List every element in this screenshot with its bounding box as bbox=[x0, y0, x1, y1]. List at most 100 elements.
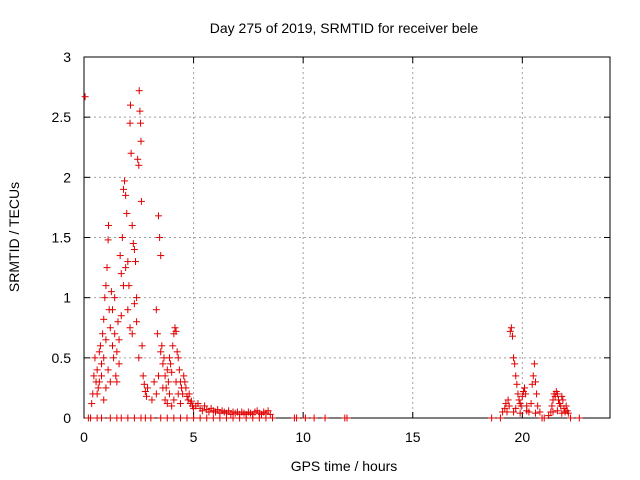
data-point bbox=[128, 330, 136, 338]
data-point bbox=[108, 306, 116, 314]
data-point bbox=[104, 366, 112, 374]
data-point bbox=[343, 414, 351, 422]
data-point bbox=[548, 402, 556, 410]
data-point bbox=[98, 360, 106, 368]
data-point bbox=[209, 414, 217, 422]
data-point bbox=[507, 324, 515, 332]
data-point bbox=[128, 221, 136, 229]
data-point bbox=[529, 372, 537, 380]
data-point bbox=[124, 258, 132, 266]
data-point bbox=[148, 396, 156, 404]
data-point bbox=[159, 384, 167, 392]
data-point bbox=[124, 306, 132, 314]
data-point bbox=[135, 87, 143, 95]
data-point bbox=[159, 360, 167, 368]
data-point bbox=[118, 234, 126, 241]
data-point bbox=[87, 414, 95, 422]
data-point bbox=[130, 246, 138, 254]
data-point bbox=[512, 372, 520, 380]
data-point bbox=[201, 402, 209, 410]
data-point bbox=[513, 380, 521, 388]
data-point bbox=[185, 390, 193, 398]
data-point bbox=[126, 101, 134, 109]
data-point bbox=[171, 324, 179, 332]
data-point bbox=[155, 212, 163, 220]
data-point bbox=[94, 384, 102, 392]
y-tick-label: 1 bbox=[63, 290, 71, 306]
data-point bbox=[174, 390, 182, 398]
data-point bbox=[488, 414, 496, 422]
data-point bbox=[103, 264, 111, 272]
data-point bbox=[527, 400, 535, 408]
data-point bbox=[236, 414, 244, 422]
x-tick-label: 0 bbox=[80, 429, 88, 445]
data-point bbox=[116, 252, 124, 260]
data-point bbox=[102, 282, 110, 290]
data-point bbox=[496, 414, 504, 422]
data-point bbox=[198, 407, 206, 415]
data-point bbox=[540, 414, 548, 422]
data-point bbox=[170, 396, 178, 404]
data-point bbox=[122, 191, 130, 199]
data-point bbox=[138, 342, 146, 350]
data-point bbox=[98, 414, 106, 422]
data-point bbox=[229, 414, 237, 422]
data-point bbox=[214, 406, 222, 414]
data-points bbox=[81, 87, 583, 422]
data-point bbox=[321, 414, 329, 422]
data-point bbox=[553, 407, 561, 415]
data-point bbox=[152, 390, 160, 398]
data-point bbox=[559, 396, 567, 404]
data-point bbox=[124, 414, 132, 422]
data-point bbox=[508, 332, 516, 340]
data-point bbox=[174, 354, 182, 362]
data-point bbox=[510, 408, 518, 416]
x-tick-label: 5 bbox=[190, 429, 198, 445]
data-point bbox=[504, 396, 512, 404]
data-point bbox=[564, 409, 572, 417]
data-point bbox=[172, 378, 180, 386]
x-tick-label: 15 bbox=[405, 429, 421, 445]
data-point bbox=[558, 392, 566, 400]
data-point bbox=[126, 119, 134, 127]
data-point bbox=[168, 368, 176, 376]
y-tick-label: 2 bbox=[63, 169, 71, 185]
data-point bbox=[187, 397, 195, 405]
data-point bbox=[88, 400, 96, 408]
data-point bbox=[100, 354, 108, 362]
data-point bbox=[522, 390, 530, 398]
y-tick-label: 3 bbox=[63, 49, 71, 65]
data-point bbox=[205, 408, 213, 416]
data-point bbox=[567, 414, 575, 422]
data-point bbox=[140, 380, 148, 388]
data-point bbox=[310, 414, 318, 422]
data-point bbox=[169, 342, 177, 350]
data-point bbox=[534, 402, 542, 410]
data-point bbox=[130, 414, 138, 422]
data-point bbox=[141, 414, 149, 422]
data-point bbox=[549, 408, 557, 416]
data-point bbox=[536, 408, 544, 416]
data-point bbox=[129, 240, 137, 248]
data-point bbox=[194, 400, 202, 408]
data-point bbox=[157, 414, 165, 422]
data-point bbox=[558, 409, 566, 417]
data-point bbox=[163, 400, 171, 408]
data-point bbox=[139, 372, 147, 380]
data-point bbox=[126, 324, 134, 332]
data-point bbox=[106, 378, 114, 386]
data-point bbox=[196, 414, 204, 422]
data-point bbox=[141, 388, 149, 396]
data-point bbox=[158, 342, 166, 350]
data-point bbox=[505, 402, 513, 410]
data-point bbox=[100, 396, 108, 404]
data-point bbox=[501, 404, 509, 412]
data-point bbox=[113, 348, 121, 356]
data-point bbox=[163, 366, 171, 374]
data-point bbox=[93, 366, 101, 374]
data-point bbox=[111, 330, 119, 338]
data-point bbox=[152, 306, 160, 314]
data-point bbox=[134, 155, 142, 163]
data-point bbox=[521, 384, 529, 392]
data-point bbox=[104, 236, 112, 244]
